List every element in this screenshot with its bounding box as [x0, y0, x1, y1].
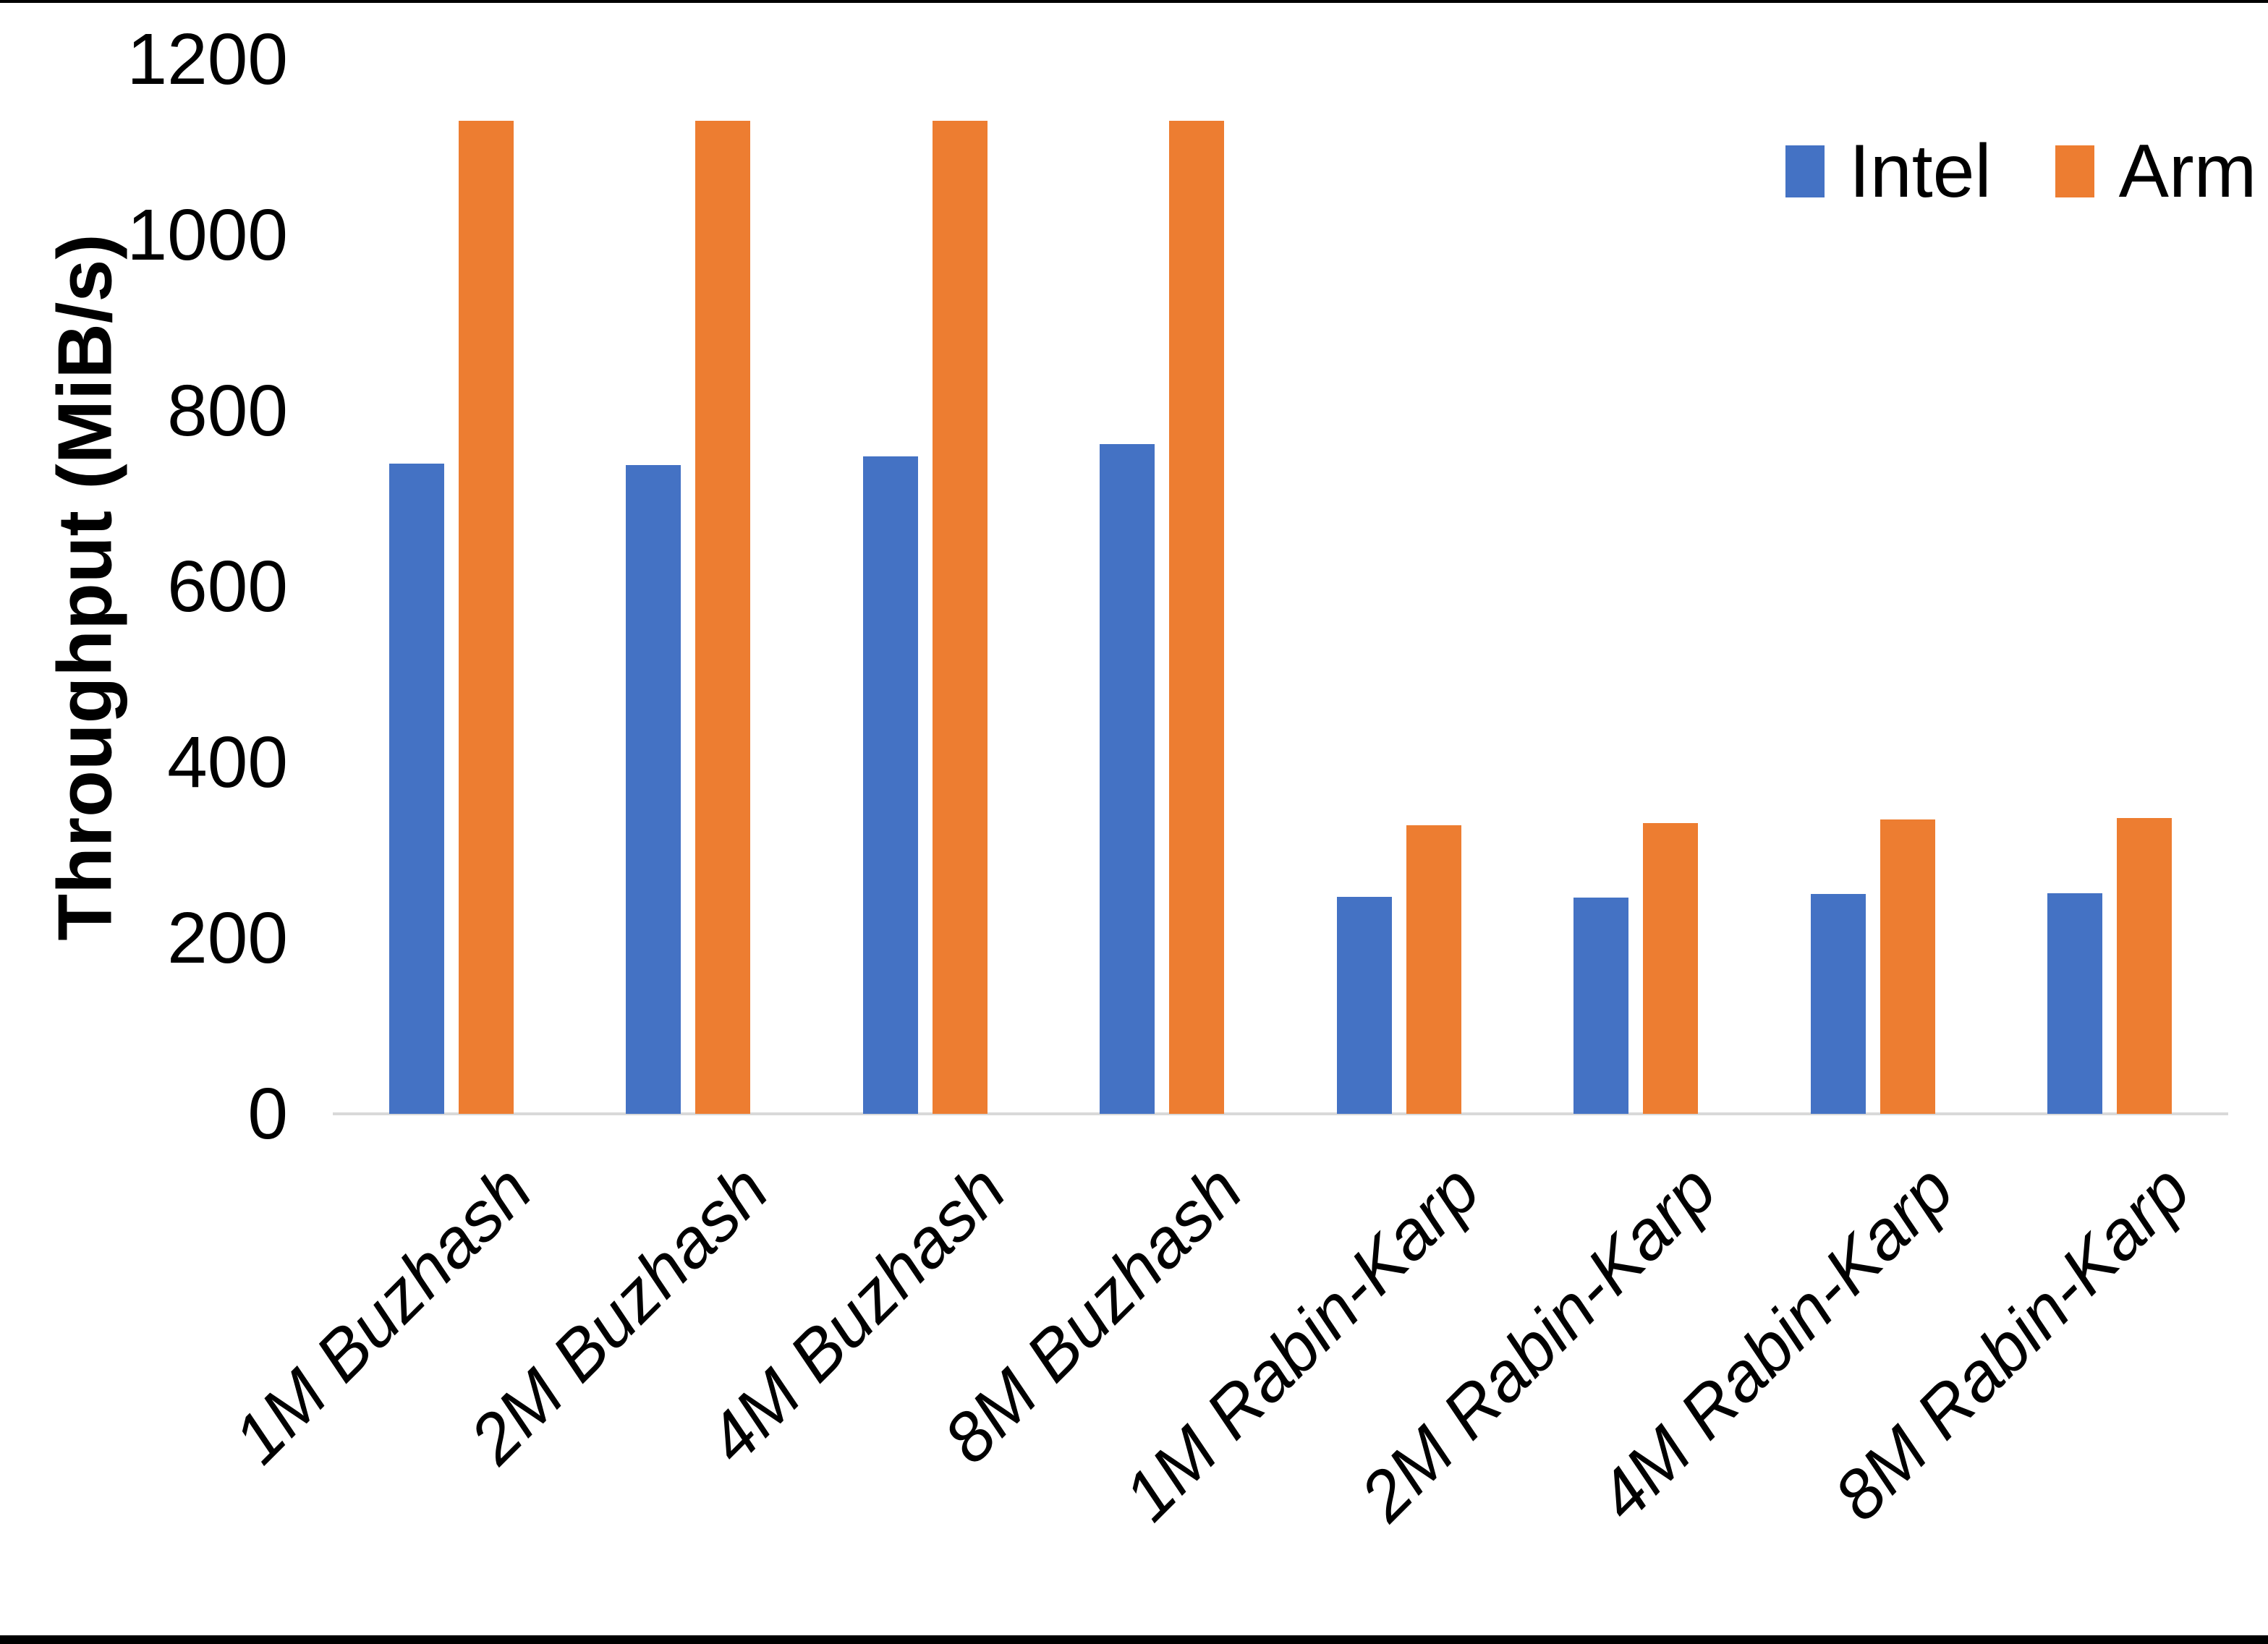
y-axis-tick-label: 800	[167, 370, 288, 451]
bar-arm-0	[458, 121, 514, 1114]
bar-intel-2	[862, 456, 918, 1114]
y-axis-tick-label: 400	[167, 722, 288, 803]
bar-arm-5	[1643, 822, 1699, 1114]
bar-intel-5	[1573, 898, 1629, 1114]
legend-item-intel: Intel	[1785, 132, 1992, 211]
bar-intel-0	[388, 463, 444, 1114]
bar-intel-7	[2047, 893, 2103, 1114]
legend-swatch-arm	[2055, 145, 2094, 197]
bottom-border-bar	[0, 1635, 2268, 1644]
x-axis-label: 1M Buzhash	[218, 1150, 547, 1478]
x-axis-line	[333, 1112, 2228, 1115]
y-axis-tick-label: 1000	[127, 195, 288, 276]
legend-swatch-intel	[1785, 145, 1825, 197]
bar-arm-7	[2117, 817, 2173, 1114]
bar-arm-4	[1406, 825, 1461, 1114]
y-axis-tick-label: 600	[167, 546, 288, 627]
bar-intel-4	[1336, 896, 1392, 1114]
y-axis-tick-label: 0	[247, 1073, 288, 1154]
legend-item-arm: Arm	[2055, 129, 2257, 213]
legend-label-intel: Intel	[1849, 129, 1992, 213]
bar-arm-3	[1169, 121, 1225, 1114]
bar-intel-6	[1810, 894, 1866, 1114]
bar-arm-6	[1880, 819, 1935, 1114]
bar-intel-1	[626, 465, 681, 1114]
bar-arm-2	[932, 121, 988, 1114]
legend: Intel Arm	[1785, 132, 2256, 211]
y-axis-tick-label: 1200	[127, 19, 288, 100]
y-axis-tick-label: 200	[167, 898, 288, 979]
legend-label-arm: Arm	[2118, 129, 2257, 213]
bar-arm-1	[695, 121, 751, 1114]
top-border-line	[0, 0, 2268, 3]
bar-intel-3	[1100, 444, 1155, 1114]
